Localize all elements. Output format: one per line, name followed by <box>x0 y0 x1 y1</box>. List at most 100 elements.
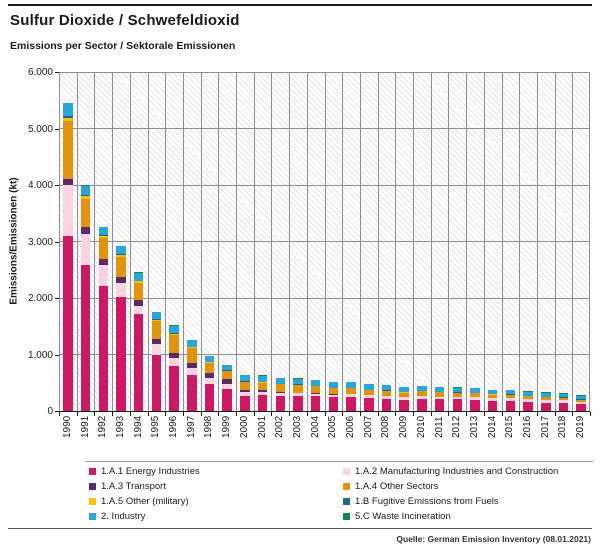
legend-swatch-icon <box>89 483 96 490</box>
x-tick <box>342 412 344 416</box>
bar-segment-s2 <box>346 382 356 388</box>
bar-1992 <box>98 226 108 411</box>
x-tick <box>466 412 468 416</box>
bar-segment-s2 <box>222 365 232 371</box>
bar-segment-s2 <box>204 356 215 362</box>
bar-segment-s1b <box>328 387 339 389</box>
bar-1998 <box>204 355 215 411</box>
footer-rule <box>8 528 592 529</box>
bar-segment-s1a4 <box>434 392 445 397</box>
bar-segment-s1a1 <box>505 400 516 411</box>
bar-segment-s1a4 <box>505 394 516 399</box>
legend-label: 1.A.2 Manufacturing Industries and Const… <box>355 466 559 477</box>
bar-segment-s1a5 <box>187 347 197 349</box>
x-tick-label: 1994 <box>132 416 144 439</box>
bar-segment-s1a2 <box>523 399 533 402</box>
bar-segment-s1a4 <box>133 283 144 300</box>
x-tick-label: 2016 <box>522 416 534 439</box>
bar-segment-s1a4 <box>576 399 586 403</box>
bar-2007 <box>364 383 374 411</box>
bar-segment-s1a1 <box>187 374 197 411</box>
x-tick <box>94 412 96 416</box>
bar-segment-s1a5 <box>151 320 162 322</box>
bar-segment-s2 <box>364 384 374 390</box>
x-tick <box>182 412 184 416</box>
bar-segment-s1b <box>187 346 197 348</box>
bar-segment-s1a2 <box>470 397 480 400</box>
x-tick-label: 1997 <box>185 416 197 439</box>
x-tick <box>572 412 574 416</box>
bar-segment-s1b <box>257 381 268 383</box>
bar-segment-s1a2 <box>434 396 445 400</box>
bar-segment-s1b <box>169 332 179 334</box>
x-tick-label: 2018 <box>557 416 569 439</box>
v-gridline <box>59 72 60 411</box>
bar-segment-s1b <box>63 116 73 118</box>
x-tick-label: 2014 <box>486 416 498 439</box>
bar-segment-s1a4 <box>417 391 427 397</box>
y-tick-label: 2.000 <box>27 293 53 304</box>
v-gridline <box>94 72 96 411</box>
bar-segment-s1a3 <box>240 389 250 393</box>
x-tick <box>448 412 450 416</box>
bar-1995 <box>151 311 162 411</box>
x-tick-label: 1998 <box>203 416 215 439</box>
bar-2008 <box>381 384 392 411</box>
legend-swatch-icon <box>343 483 350 490</box>
bar-segment-s1a4 <box>222 371 232 380</box>
bar-segment-s1a4 <box>116 256 126 277</box>
bar-segment-s2 <box>505 390 516 395</box>
bar-segment-s1a1 <box>417 398 427 411</box>
bar-segment-s1a3 <box>80 227 91 234</box>
legend-label: 5.C Waste Incineration <box>355 511 451 522</box>
bar-segment-s1a4 <box>310 386 321 394</box>
x-tick <box>395 412 397 416</box>
bar-2005 <box>328 381 339 411</box>
v-gridline <box>554 72 556 411</box>
bar-segment-s1a3 <box>222 379 232 384</box>
bar-1991 <box>80 185 91 411</box>
bar-segment-s1a2 <box>151 344 162 356</box>
bar-segment-s1a5 <box>80 196 91 200</box>
legend-swatch-icon <box>343 513 350 520</box>
bar-segment-s1a3 <box>187 362 197 368</box>
bar-segment-s1a2 <box>222 383 232 389</box>
bar-segment-s1a5 <box>63 117 73 122</box>
bar-segment-s1a3 <box>169 353 179 358</box>
bar-segment-s2 <box>487 390 498 394</box>
bar-segment-s1a1 <box>346 397 356 411</box>
x-tick-label: 2001 <box>256 416 268 439</box>
bar-segment-s1a4 <box>452 392 462 397</box>
y-tick <box>55 241 59 243</box>
x-tick <box>554 412 556 416</box>
bar-segment-s1a2 <box>452 396 462 400</box>
v-gridline <box>448 72 450 411</box>
bar-segment-s1a1 <box>257 395 268 411</box>
bar-segment-s1a4 <box>151 321 162 340</box>
x-tick-label: 1990 <box>61 416 73 439</box>
y-tick <box>55 411 59 412</box>
x-tick <box>501 412 503 416</box>
bar-segment-s1a1 <box>576 404 586 411</box>
bar-segment-s1b <box>364 389 374 391</box>
bar-segment-s1a4 <box>470 393 480 398</box>
x-tick-label: 2007 <box>362 416 374 439</box>
y-tick-label: 1.000 <box>27 349 53 361</box>
bar-segment-s1b <box>346 387 356 389</box>
legend-swatch-icon <box>343 468 350 475</box>
bar-segment-s1a1 <box>151 355 162 411</box>
bar-segment-s1a1 <box>222 388 232 411</box>
chart-title: Sulfur Dioxide / Schwefeldioxid <box>10 12 240 29</box>
bar-segment-s1a2 <box>399 397 409 400</box>
x-tick-label: 2010 <box>415 416 427 439</box>
bar-segment-s1a5 <box>116 254 126 257</box>
bar-segment-s1a1 <box>116 297 126 411</box>
bar-segment-s1a1 <box>541 402 551 411</box>
bar-segment-s1a4 <box>204 363 215 374</box>
legend-label: 1.A.4 Other Sectors <box>355 481 439 492</box>
x-tick-label: 2000 <box>238 416 250 439</box>
bar-1993 <box>116 245 126 411</box>
bar-segment-s1a3 <box>204 373 215 378</box>
y-tick <box>55 72 59 73</box>
